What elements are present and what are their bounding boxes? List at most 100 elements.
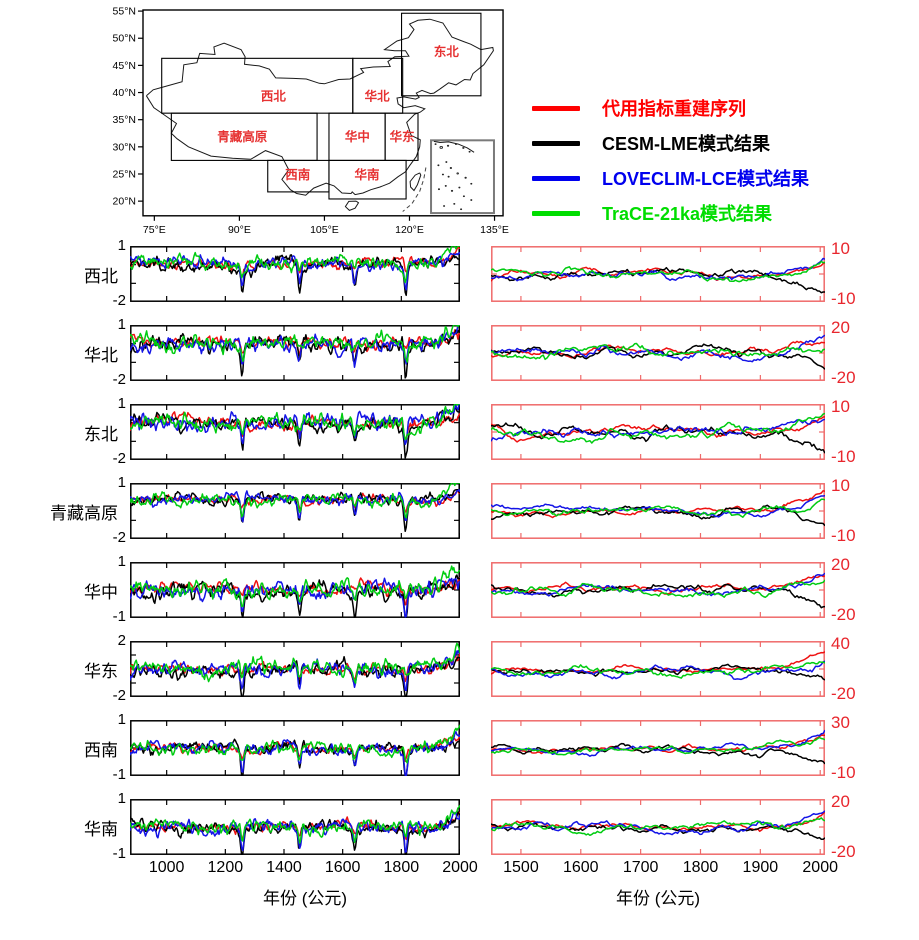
inset-island bbox=[446, 144, 450, 147]
inset-island bbox=[470, 199, 473, 201]
series-line-trace bbox=[491, 498, 825, 518]
series-line-trace bbox=[130, 642, 460, 684]
region-box-tibetan-plateau bbox=[170, 112, 318, 161]
ytick-northeast-bottom: -2 bbox=[112, 450, 126, 467]
ytick-northeast-top: 1 bbox=[117, 395, 126, 412]
map-lon-tick-label: 90°E bbox=[228, 224, 251, 236]
series-line-trace bbox=[130, 483, 460, 519]
xtick-right-1600: 1600 bbox=[562, 859, 599, 876]
region-label-tibetan-plateau: 青藏高原 bbox=[217, 129, 268, 144]
ytick-east-bottom: -2 bbox=[112, 687, 126, 704]
panel-tibetan-plateau-left bbox=[130, 483, 460, 539]
inset-island bbox=[439, 145, 443, 149]
series-line-cesm bbox=[491, 266, 825, 294]
series-line-loveclim bbox=[491, 572, 825, 597]
ytick-south-bottom: -1 bbox=[112, 845, 126, 862]
ytick-north-right-bottom: -20 bbox=[831, 368, 856, 387]
ytick-south-top: 1 bbox=[117, 790, 126, 807]
inset-island bbox=[447, 175, 450, 178]
map-lat-tick-label: 50°N bbox=[113, 33, 136, 45]
series-line-loveclim bbox=[130, 404, 460, 446]
row-label-central: 华中 bbox=[84, 582, 118, 602]
row-label-northwest: 西北 bbox=[84, 266, 118, 286]
xtick-right-2000: 2000 bbox=[802, 859, 838, 876]
xtick-right-1700: 1700 bbox=[622, 859, 659, 876]
xtick-left-1600: 1600 bbox=[324, 859, 361, 876]
ytick-northwest-right-top: 10 bbox=[831, 239, 850, 258]
right-x-axis-title: 年份 (公元) bbox=[615, 889, 701, 908]
legend-label-proxy: 代用指标重建序列 bbox=[602, 99, 746, 119]
map-lon-tick-label: 105°E bbox=[310, 224, 339, 236]
panel-southwest-right bbox=[491, 720, 825, 776]
region-label-southwest: 西南 bbox=[285, 167, 311, 182]
ytick-southwest-right-bottom: -10 bbox=[831, 763, 856, 782]
ytick-east-right-top: 40 bbox=[831, 634, 850, 653]
panel-frame bbox=[491, 325, 825, 381]
series-line-loveclim bbox=[491, 334, 825, 363]
row-label-south: 华南 bbox=[84, 819, 118, 839]
series-line-loveclim bbox=[491, 495, 825, 518]
series-line-loveclim bbox=[491, 729, 825, 757]
panel-frame bbox=[130, 246, 460, 302]
hainan-outline bbox=[344, 200, 360, 211]
panel-south-right bbox=[491, 799, 825, 855]
panel-frame bbox=[491, 246, 825, 302]
ytick-southwest-bottom: -1 bbox=[112, 766, 126, 783]
series-line-cesm bbox=[130, 406, 460, 459]
ytick-tibetan-plateau-bottom: -2 bbox=[112, 529, 126, 546]
ytick-central-top: 1 bbox=[117, 553, 126, 570]
series-line-loveclim bbox=[130, 731, 460, 776]
region-box-northeast bbox=[401, 12, 482, 97]
series-line-loveclim bbox=[130, 577, 460, 618]
row-label-north: 华北 bbox=[84, 345, 118, 365]
ytick-northwest-right-bottom: -10 bbox=[831, 289, 856, 308]
series-line-trace bbox=[491, 579, 825, 599]
ytick-east-right-bottom: -20 bbox=[831, 684, 856, 703]
panel-northwest-right bbox=[491, 246, 825, 302]
series-line-trace bbox=[130, 724, 460, 764]
ytick-tibetan-plateau-right-top: 10 bbox=[831, 476, 850, 495]
ytick-southwest-right-top: 30 bbox=[831, 713, 850, 732]
ytick-central-bottom: -1 bbox=[112, 608, 126, 625]
panel-southwest-left bbox=[130, 720, 460, 776]
map-frame bbox=[142, 9, 504, 217]
panel-north-right bbox=[491, 325, 825, 381]
china-outline bbox=[145, 18, 494, 196]
map-lat-tick-label: 25°N bbox=[113, 168, 136, 180]
inset-island bbox=[437, 164, 440, 167]
inset-island bbox=[434, 143, 437, 146]
taiwan-outline bbox=[409, 172, 422, 192]
inset-island bbox=[470, 182, 473, 185]
inset-island bbox=[462, 146, 465, 149]
inset-island bbox=[443, 205, 446, 207]
map-lat-tick-label: 55°N bbox=[113, 6, 136, 18]
inset-island bbox=[462, 195, 465, 198]
series-line-loveclim bbox=[491, 810, 825, 836]
series-line-loveclim bbox=[130, 650, 460, 692]
xtick-left-1800: 1800 bbox=[383, 859, 420, 876]
map-lat-tick-label: 40°N bbox=[113, 87, 136, 99]
panel-east-left bbox=[130, 641, 460, 697]
ytick-northeast-right-top: 10 bbox=[831, 397, 850, 416]
panel-frame bbox=[130, 483, 460, 539]
panel-frame bbox=[130, 404, 460, 460]
ytick-south-right-bottom: -20 bbox=[831, 842, 856, 861]
ytick-tibetan-plateau-top: 1 bbox=[117, 474, 126, 491]
map-lat-tick-label: 35°N bbox=[113, 114, 136, 126]
legend-item-loveclim: LOVECLIM-LCE模式结果 bbox=[532, 165, 809, 191]
region-label-north: 华北 bbox=[365, 88, 391, 103]
xtick-left-1200: 1200 bbox=[207, 859, 244, 876]
ytick-east-top: 2 bbox=[117, 632, 126, 649]
panel-central-right bbox=[491, 562, 825, 618]
china-map: 20°N 25°N 30°N 35°N 40°N 45°N 50°N 55°N 75°E 90°E… bbox=[113, 6, 509, 236]
ytick-north-right-top: 20 bbox=[831, 318, 850, 337]
ytick-northwest-bottom: -2 bbox=[112, 292, 126, 309]
ytick-north-top: 1 bbox=[117, 316, 126, 333]
panel-frame bbox=[491, 799, 825, 855]
panel-north-left bbox=[130, 325, 460, 381]
series-line-trace bbox=[491, 817, 825, 837]
panel-frame bbox=[491, 641, 825, 697]
row-label-southwest: 西南 bbox=[84, 740, 118, 760]
cesm-line-swatch bbox=[532, 140, 580, 146]
legend-label-trace: TraCE-21ka模式结果 bbox=[602, 204, 773, 224]
